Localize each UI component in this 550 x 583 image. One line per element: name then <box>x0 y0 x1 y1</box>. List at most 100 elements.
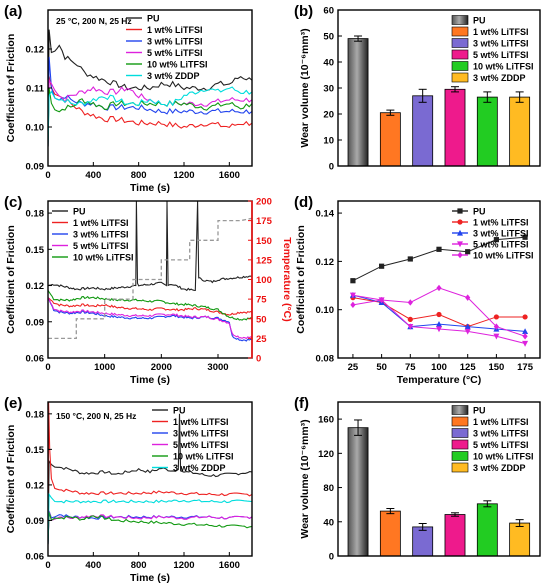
x-axis-label: Time (s) <box>130 374 170 386</box>
x-axis-label: Time (s) <box>130 572 170 583</box>
x-tick-label: 800 <box>131 560 147 571</box>
legend-swatch <box>451 15 469 25</box>
legend-swatch <box>451 61 469 71</box>
legend-entry: 3 wt% LiTFSI <box>73 230 129 240</box>
y-tick-label: 80 <box>323 483 334 494</box>
y-tick-label: 120 <box>318 449 334 460</box>
legend-entry: 5 wt% LiTFSI <box>73 241 129 251</box>
y2-axis-label: Temperature (°C) <box>281 237 293 322</box>
legend-entry: 1 wt% LiTFSI <box>73 218 129 228</box>
legend-entry: PU <box>473 207 486 217</box>
panel-label: (e) <box>4 395 22 412</box>
series-line <box>48 492 252 545</box>
bar <box>509 96 531 167</box>
plot-frame <box>47 401 253 557</box>
panel-label: (a) <box>4 3 22 20</box>
x-tick-label: 400 <box>85 560 101 571</box>
y-tick-label: 10 <box>323 136 334 147</box>
legend-entry: PU <box>473 406 486 416</box>
data-point <box>457 251 463 259</box>
legend-swatch <box>451 72 469 83</box>
legend-entry: 5 wt% LiTFSI <box>473 440 529 450</box>
x-tick-label: 0 <box>45 560 50 571</box>
y-tick-label: 50 <box>323 32 334 43</box>
series-line <box>48 297 252 340</box>
x-tick-label: 3000 <box>207 362 228 373</box>
legend-entry: 1 wt% LiTFSI <box>173 417 229 427</box>
data-point <box>522 333 528 340</box>
y-tick-label: 0.09 <box>26 162 45 173</box>
y-tick-label: 0.18 <box>26 409 45 420</box>
chart-annotation: 25 °C, 200 N, 25 Hz <box>56 16 132 26</box>
series-line <box>48 297 252 316</box>
legend-entry: PU <box>173 406 186 416</box>
data-point <box>407 299 413 306</box>
y-axis-label: Coefficient of Friction <box>5 425 17 534</box>
bar <box>476 503 498 557</box>
y-tick-label: 0.09 <box>26 516 45 527</box>
legend-entry: 3 wt% ZDDP <box>473 463 526 473</box>
y-tick-label: 0.11 <box>26 84 45 95</box>
data-point <box>493 323 499 330</box>
y-axis-label: Wear volume (10⁻⁶mm³) <box>299 28 311 147</box>
series-line <box>48 29 252 147</box>
y2-tick-label: 200 <box>256 197 272 208</box>
data-point <box>464 328 471 335</box>
x-tick-label: 1600 <box>219 170 240 181</box>
x-tick-label: 1000 <box>94 362 115 373</box>
legend-entry: 5 wt% LiTFSI <box>473 240 529 250</box>
y2-tick-label: 50 <box>256 314 267 325</box>
x-tick-label: 125 <box>460 362 477 373</box>
data-point <box>436 311 442 318</box>
y2-tick-label: 25 <box>256 334 267 345</box>
y2-tick-label: 0 <box>256 354 261 365</box>
bar <box>347 427 369 557</box>
chart-annotation: 150 °C, 200 N, 25 Hz <box>56 411 136 421</box>
x-tick-label: 0 <box>45 170 50 181</box>
series-line <box>48 290 252 321</box>
data-point <box>407 316 413 322</box>
y-tick-label: 0.10 <box>26 123 45 134</box>
series-line <box>48 201 252 292</box>
bar <box>379 510 401 557</box>
legend-entry: 5 wt% LiTFSI <box>473 50 529 60</box>
y-tick-label: 0 <box>329 552 334 563</box>
data-point <box>465 249 471 255</box>
y2-tick-label: 100 <box>256 275 272 286</box>
data-point <box>350 301 356 309</box>
data-point <box>436 326 442 333</box>
y-tick-label: 0.06 <box>26 552 45 563</box>
x-tick-label: 2000 <box>151 362 172 373</box>
bar <box>347 38 369 167</box>
legend-entry: 5 wt% LiTFSI <box>173 440 229 450</box>
legend-entry: 10 wt% LiTFSI <box>147 60 208 70</box>
series-line <box>48 510 252 545</box>
data-point <box>379 263 385 269</box>
legend-entry: 1 wt% LiTFSI <box>473 218 529 228</box>
data-point <box>522 340 529 347</box>
legend-entry: 10 wt% LiTFSI <box>473 62 534 72</box>
plot-frame <box>337 401 541 557</box>
x-tick-label: 1200 <box>173 170 194 181</box>
data-point <box>436 246 442 252</box>
data-point <box>465 294 471 301</box>
legend-swatch <box>451 405 469 415</box>
legend-entry: 10 wt% LiTFSI <box>473 251 534 261</box>
y-tick-label: 30 <box>323 84 334 95</box>
data-point <box>457 208 463 214</box>
y-tick-label: 0.06 <box>26 354 45 365</box>
y-axis-label: Coefficient of Friction <box>5 34 17 143</box>
legend-swatch <box>451 428 469 438</box>
series-line <box>48 217 252 340</box>
legend-entry: 1 wt% LiTFSI <box>147 25 203 35</box>
y-tick-label: 160 <box>318 415 334 426</box>
data-point <box>493 237 499 243</box>
data-point <box>522 314 528 320</box>
bar <box>444 514 466 557</box>
data-point <box>436 284 442 292</box>
x-tick-label: 800 <box>131 170 147 181</box>
y-tick-label: 0.09 <box>26 317 45 328</box>
x-tick-label: 75 <box>405 362 416 373</box>
y-axis-label: Wear volume (10⁻⁶mm³) <box>299 419 311 538</box>
